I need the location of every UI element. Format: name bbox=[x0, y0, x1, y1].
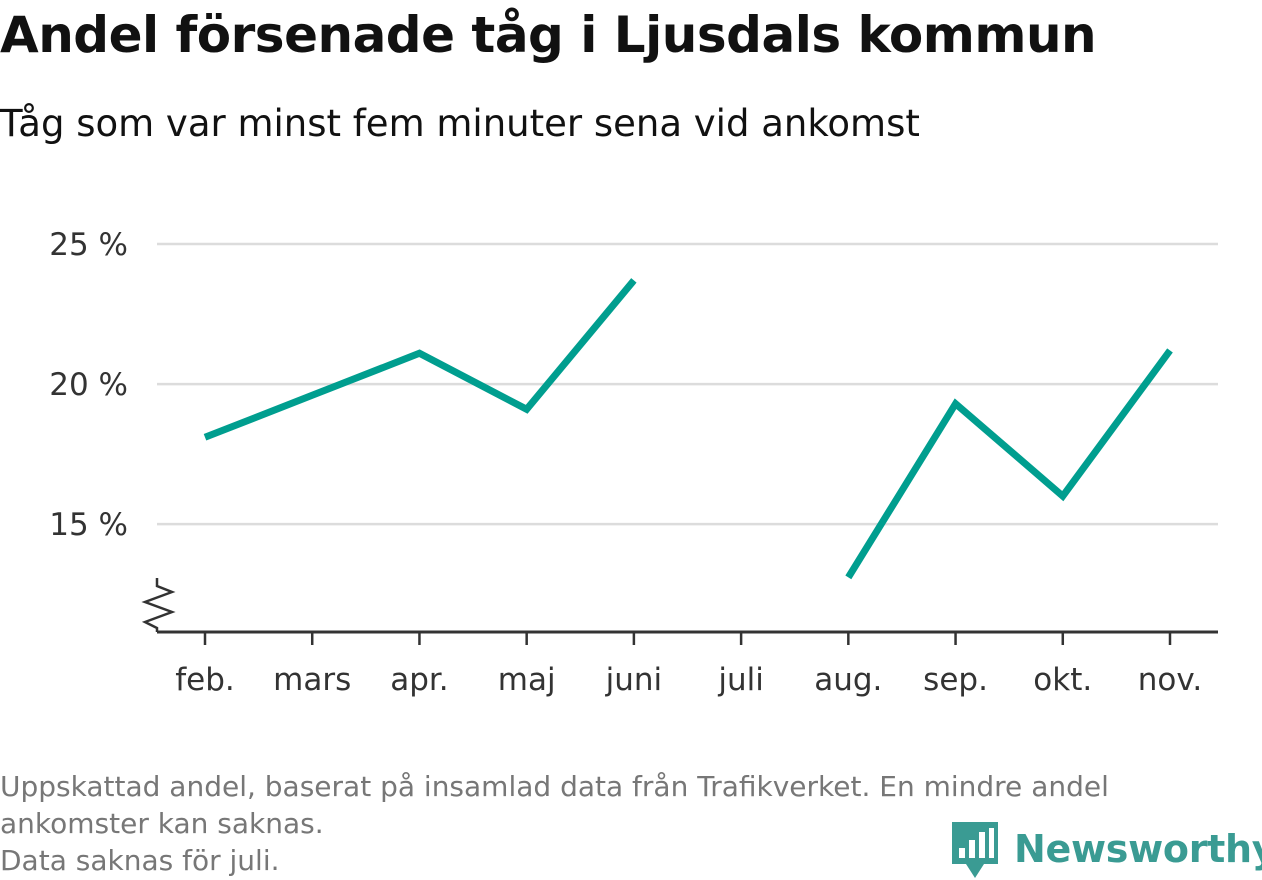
brand-name: Newsworthy bbox=[1014, 827, 1262, 871]
x-tick-label: okt. bbox=[1033, 662, 1092, 698]
x-tick-label: aug. bbox=[814, 662, 882, 698]
x-tick-label: sep. bbox=[923, 662, 988, 698]
gridlines bbox=[157, 244, 1218, 524]
series-line bbox=[205, 280, 634, 437]
bar-chart-speech-bubble-icon bbox=[950, 818, 1000, 880]
x-tick-label: juli bbox=[717, 662, 764, 698]
series-lines bbox=[205, 280, 1170, 577]
x-tick-label: nov. bbox=[1138, 662, 1202, 698]
x-axis-ticks: feb. mars apr. maj juni juli aug. sep. okt. nov. bbox=[175, 632, 1202, 698]
y-tick-label: 25 % bbox=[49, 227, 128, 263]
x-axis bbox=[145, 578, 1218, 632]
brand-logo: Newsworthy bbox=[950, 818, 1262, 880]
axis-break-icon bbox=[145, 578, 172, 632]
y-tick-label: 20 % bbox=[49, 367, 128, 403]
y-tick-label: 15 % bbox=[49, 507, 128, 543]
x-tick-label: mars bbox=[273, 662, 351, 698]
x-tick-label: juni bbox=[605, 662, 663, 698]
x-tick-label: apr. bbox=[390, 662, 448, 698]
x-tick-label: maj bbox=[498, 662, 556, 698]
y-axis-ticks: 15 % 20 % 25 % bbox=[49, 227, 128, 543]
x-tick-label: feb. bbox=[175, 662, 235, 698]
